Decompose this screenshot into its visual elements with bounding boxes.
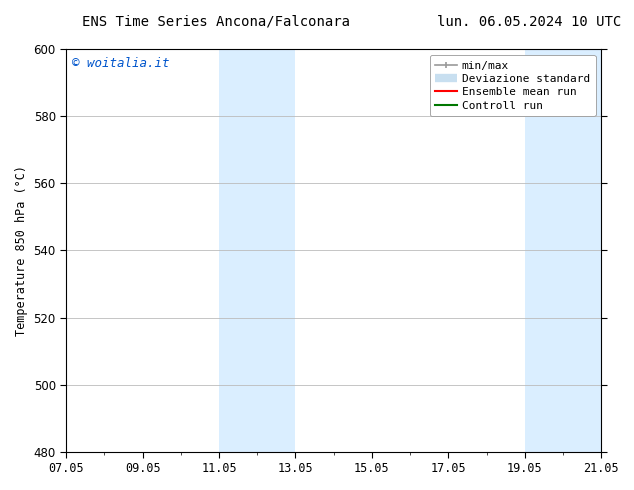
Text: ENS Time Series Ancona/Falconara: ENS Time Series Ancona/Falconara [82, 15, 351, 29]
Bar [525, 49, 601, 452]
Legend: min/max, Deviazione standard, Ensemble mean run, Controll run: min/max, Deviazione standard, Ensemble m… [430, 55, 595, 116]
Text: © woitalia.it: © woitalia.it [72, 57, 169, 71]
Y-axis label: Temperature 850 hPa (°C): Temperature 850 hPa (°C) [15, 165, 28, 336]
Bar [219, 49, 295, 452]
Text: lun. 06.05.2024 10 UTC: lun. 06.05.2024 10 UTC [437, 15, 621, 29]
